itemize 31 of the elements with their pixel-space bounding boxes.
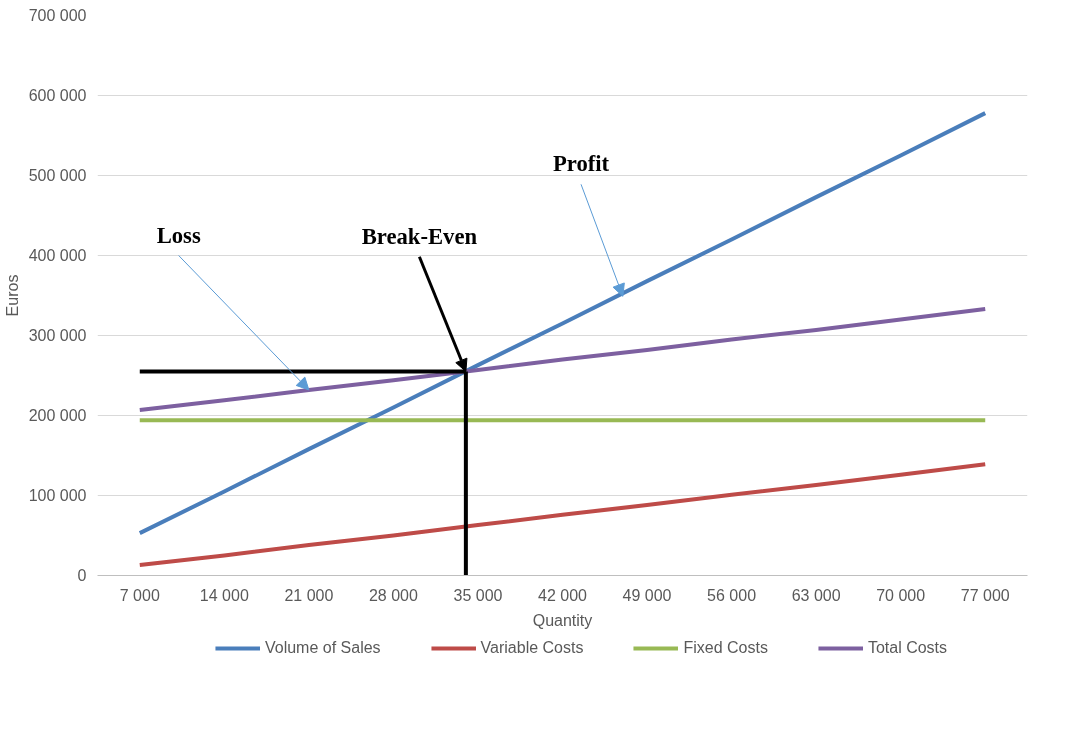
legend-label: Fixed Costs (683, 639, 768, 657)
y-tick-label: 400 000 (28, 247, 87, 264)
annotation: Profit (552, 151, 610, 177)
legend-label: Total Costs (867, 639, 948, 657)
x-tick-label: 42 000 (538, 586, 588, 604)
y-tick-label: 500 000 (28, 167, 87, 184)
x-tick-label: 49 000 (622, 586, 672, 604)
x-tick-label: 21 000 (284, 586, 334, 604)
x-axis-title: Quantity (532, 611, 593, 629)
x-tick-label: 70 000 (876, 586, 926, 604)
line-series (137, 307, 988, 412)
legend-label: Variable Costs (480, 639, 584, 657)
x-tick-label: 35 000 (453, 586, 503, 604)
legend-label: Volume of Sales (264, 639, 381, 657)
x-tick-label: 63 000 (791, 586, 841, 604)
x-tick-label: 14 000 (199, 586, 249, 604)
x-tick-label: 77 000 (960, 586, 1010, 604)
y-tick-label: 200 000 (28, 407, 87, 424)
x-tick-label: 7 000 (119, 586, 160, 604)
annotation: Loss (156, 222, 201, 248)
y-tick-label: 700 000 (28, 7, 87, 24)
y-tick-label: 100 000 (28, 487, 87, 504)
x-tick-label: 28 000 (368, 586, 418, 604)
annotation: Break-Even (361, 223, 478, 249)
y-tick-label: 0 (77, 567, 87, 584)
y-tick-label: 600 000 (28, 87, 87, 104)
y-axis-title: Euros (3, 274, 21, 317)
line-series (137, 111, 988, 536)
y-tick-label: 300 000 (28, 327, 87, 344)
x-tick-label: 56 000 (707, 586, 757, 604)
line-series (137, 462, 988, 568)
